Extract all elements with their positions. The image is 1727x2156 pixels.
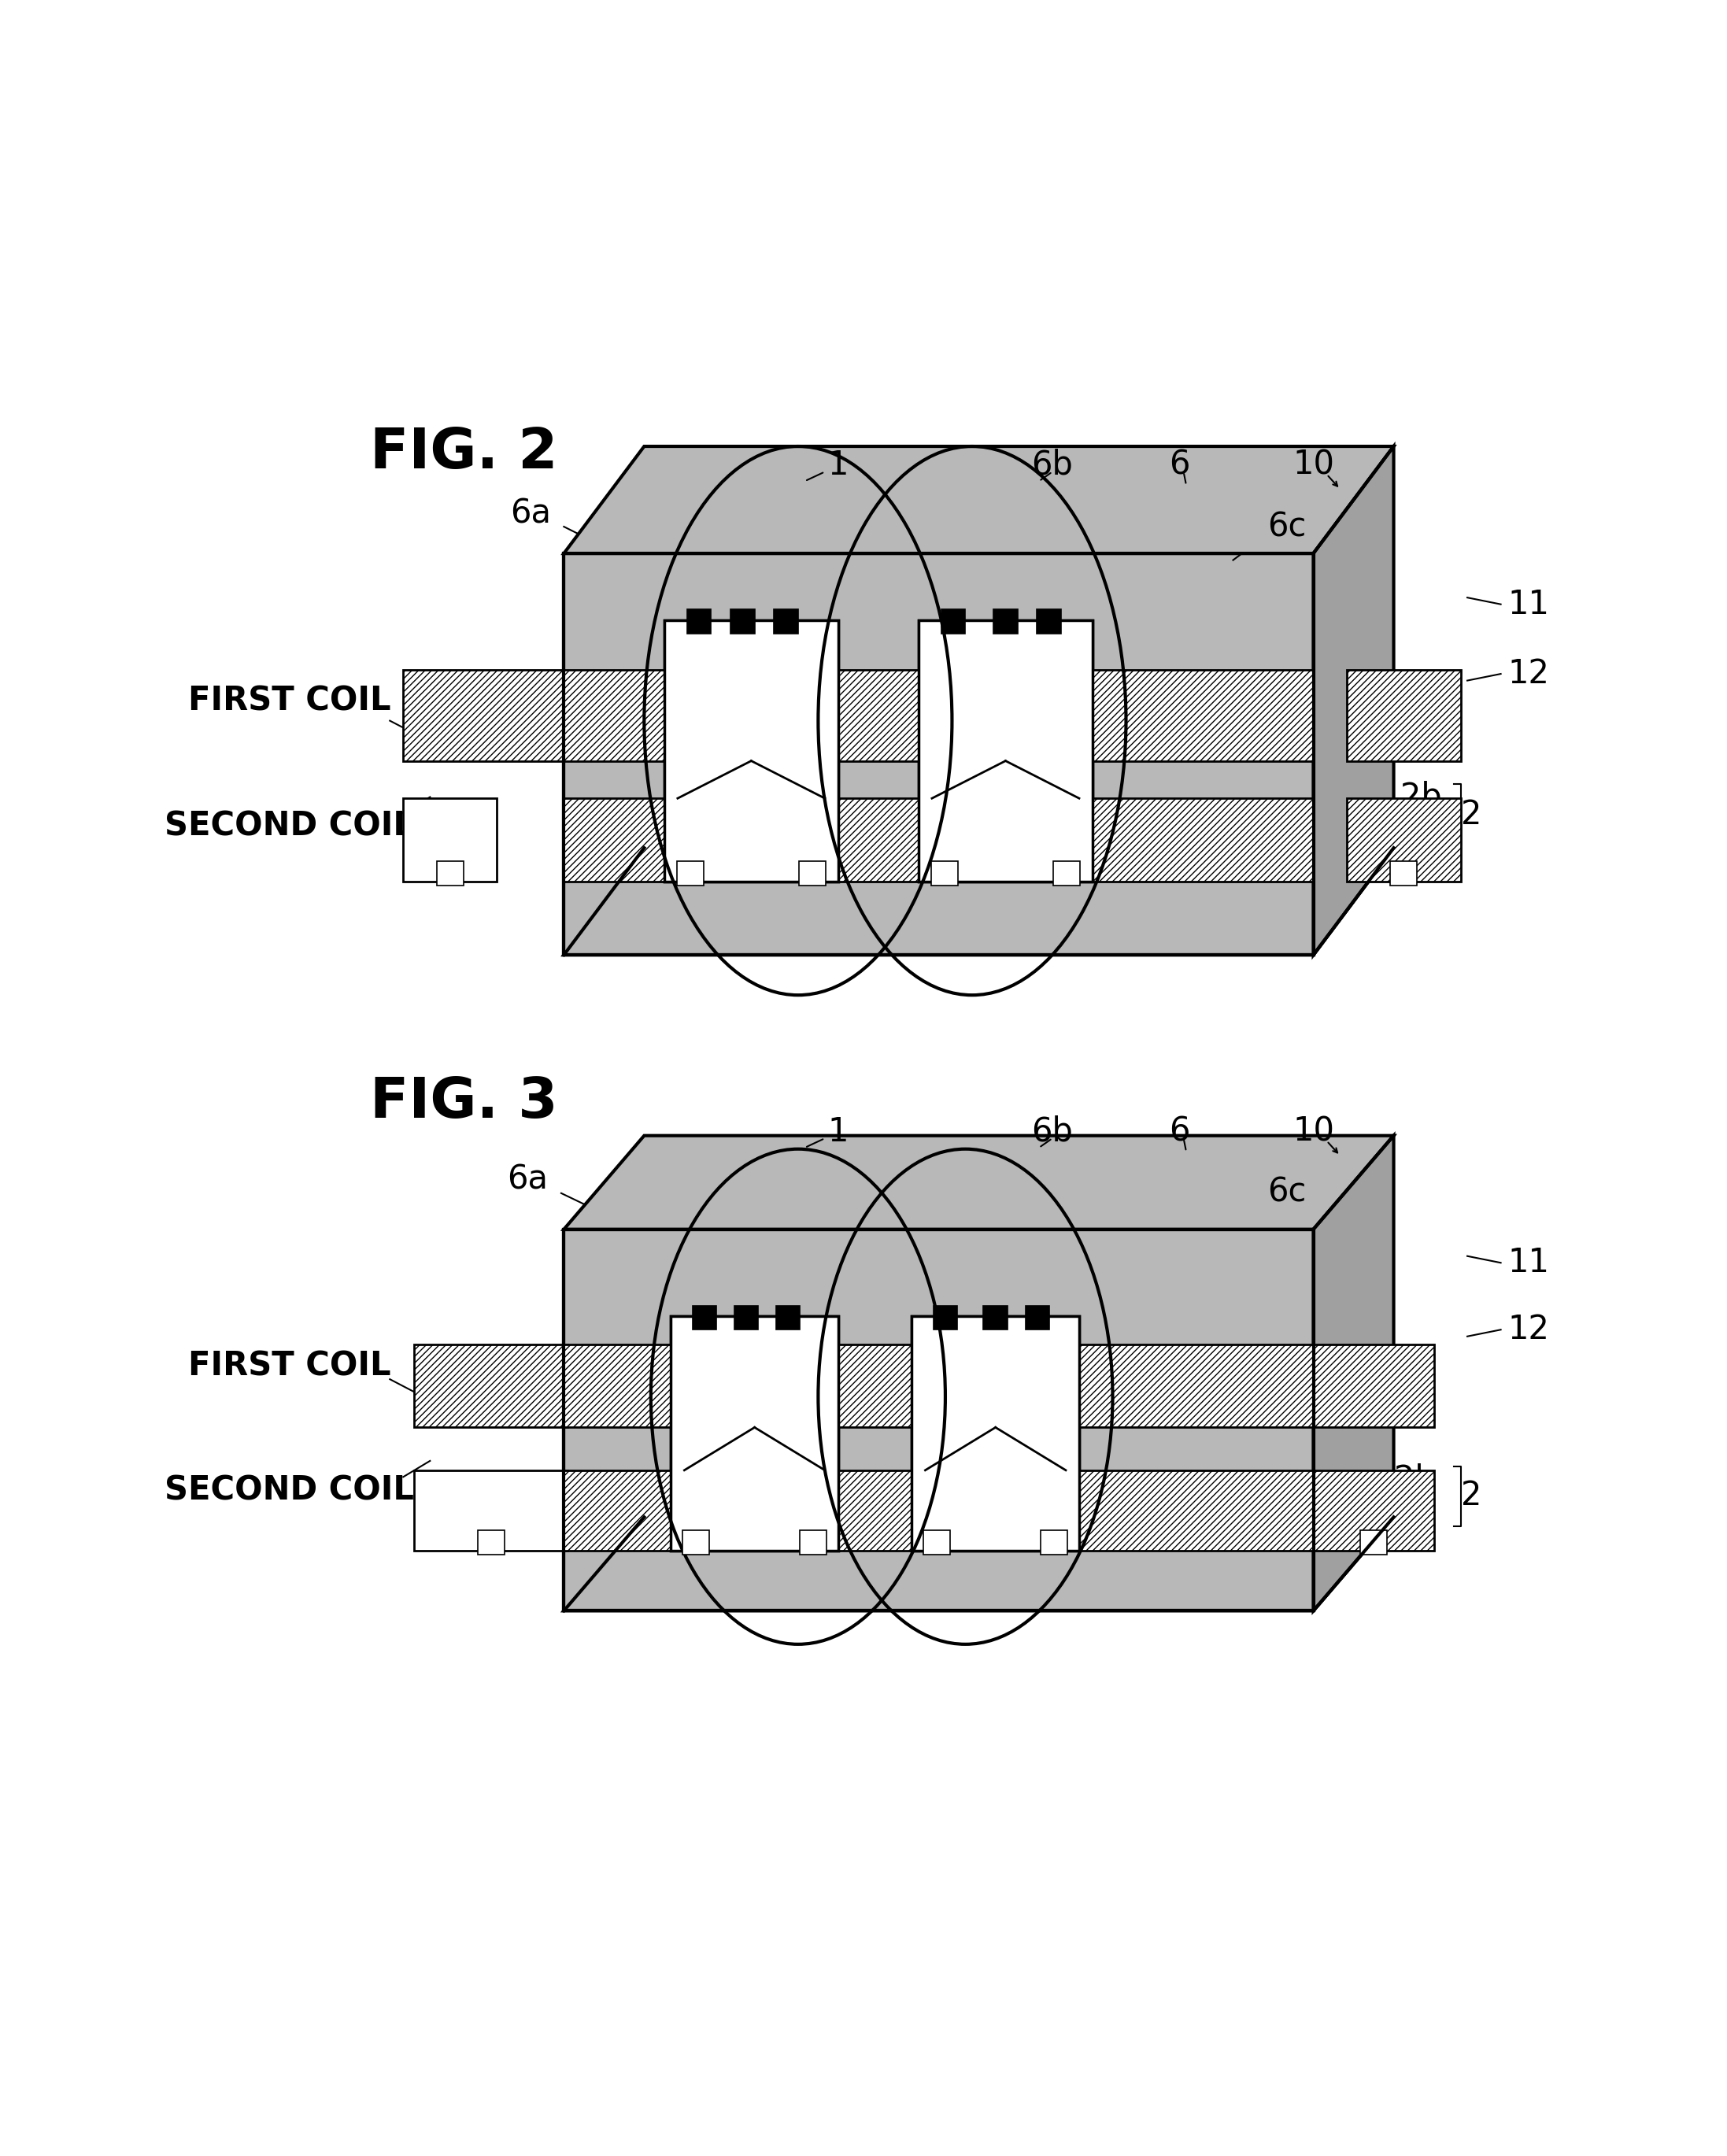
Bar (677, 860, 703, 886)
Polygon shape (565, 1136, 1394, 1229)
Text: 6b: 6b (1031, 448, 1072, 481)
Bar (672, 1317, 838, 1550)
Bar (565, 798, 1314, 882)
Bar (775, 1307, 800, 1330)
Bar (402, 671, 563, 761)
Text: 6b: 6b (1031, 1115, 1072, 1149)
Bar (933, 1307, 957, 1330)
Polygon shape (565, 1518, 1394, 1611)
Bar (478, 1531, 504, 1554)
Polygon shape (1314, 446, 1394, 955)
Bar (993, 610, 1017, 634)
Bar (919, 621, 1093, 882)
Text: 12: 12 (1508, 1313, 1549, 1345)
Bar (1347, 798, 1461, 882)
Bar (565, 1229, 1314, 1611)
Bar (1036, 610, 1060, 634)
Bar (774, 610, 798, 634)
Text: 6a: 6a (509, 496, 551, 530)
Text: 6c: 6c (1268, 1175, 1306, 1207)
Bar (912, 1317, 1079, 1550)
Text: 10: 10 (1292, 1115, 1335, 1149)
Text: 1: 1 (827, 448, 848, 481)
Bar (565, 1345, 1314, 1427)
Text: 2: 2 (1461, 798, 1482, 830)
Bar (1361, 1531, 1387, 1554)
Bar (800, 860, 826, 886)
Text: 2a: 2a (1394, 1496, 1435, 1529)
Bar (983, 1307, 1007, 1330)
Polygon shape (565, 446, 1394, 554)
Bar (734, 1307, 758, 1330)
Text: FIG. 3: FIG. 3 (370, 1076, 558, 1130)
Polygon shape (565, 847, 1394, 955)
Bar (1026, 1307, 1050, 1330)
Text: 6a: 6a (508, 1164, 547, 1197)
Bar (414, 1345, 568, 1427)
Bar (1313, 1470, 1433, 1550)
Bar (1053, 860, 1079, 886)
Bar (919, 621, 1093, 882)
Text: SECOND COIL: SECOND COIL (164, 811, 414, 843)
Bar (402, 798, 497, 882)
Text: 6c: 6c (1268, 511, 1306, 543)
Bar (731, 610, 755, 634)
Bar (682, 1531, 710, 1554)
Text: 6: 6 (1169, 1115, 1190, 1149)
Bar (1313, 1345, 1433, 1427)
Text: FIRST COIL: FIRST COIL (188, 1350, 390, 1382)
Bar (414, 1470, 568, 1550)
Text: SECOND COIL: SECOND COIL (164, 1475, 414, 1507)
Text: FIG. 2: FIG. 2 (370, 427, 558, 481)
Bar (437, 860, 463, 886)
Text: 6: 6 (1169, 448, 1190, 481)
Bar (565, 1229, 1314, 1611)
Bar (931, 860, 958, 886)
Text: 1: 1 (827, 1115, 848, 1149)
Bar (565, 554, 1314, 955)
Bar (941, 610, 965, 634)
Text: 11: 11 (1508, 589, 1549, 621)
Bar (565, 1470, 1314, 1550)
Text: 2a: 2a (1401, 815, 1442, 847)
Text: FIRST COIL: FIRST COIL (188, 683, 390, 718)
Bar (1347, 671, 1461, 761)
Text: 2b: 2b (1394, 1464, 1435, 1496)
Text: 10: 10 (1292, 448, 1335, 481)
Bar (924, 1531, 950, 1554)
Bar (1390, 860, 1418, 886)
Text: 2b: 2b (1401, 780, 1442, 813)
Bar (672, 1317, 838, 1550)
Text: 11: 11 (1508, 1246, 1549, 1279)
Bar (665, 621, 838, 882)
Bar (800, 1531, 827, 1554)
Text: 2: 2 (1461, 1479, 1482, 1511)
Bar (687, 610, 712, 634)
Bar (665, 621, 838, 882)
Bar (565, 671, 1314, 761)
Bar (912, 1317, 1079, 1550)
Polygon shape (1314, 1136, 1394, 1611)
Bar (1041, 1531, 1067, 1554)
Bar (693, 1307, 717, 1330)
Text: 12: 12 (1508, 658, 1549, 690)
Bar (565, 554, 1314, 955)
